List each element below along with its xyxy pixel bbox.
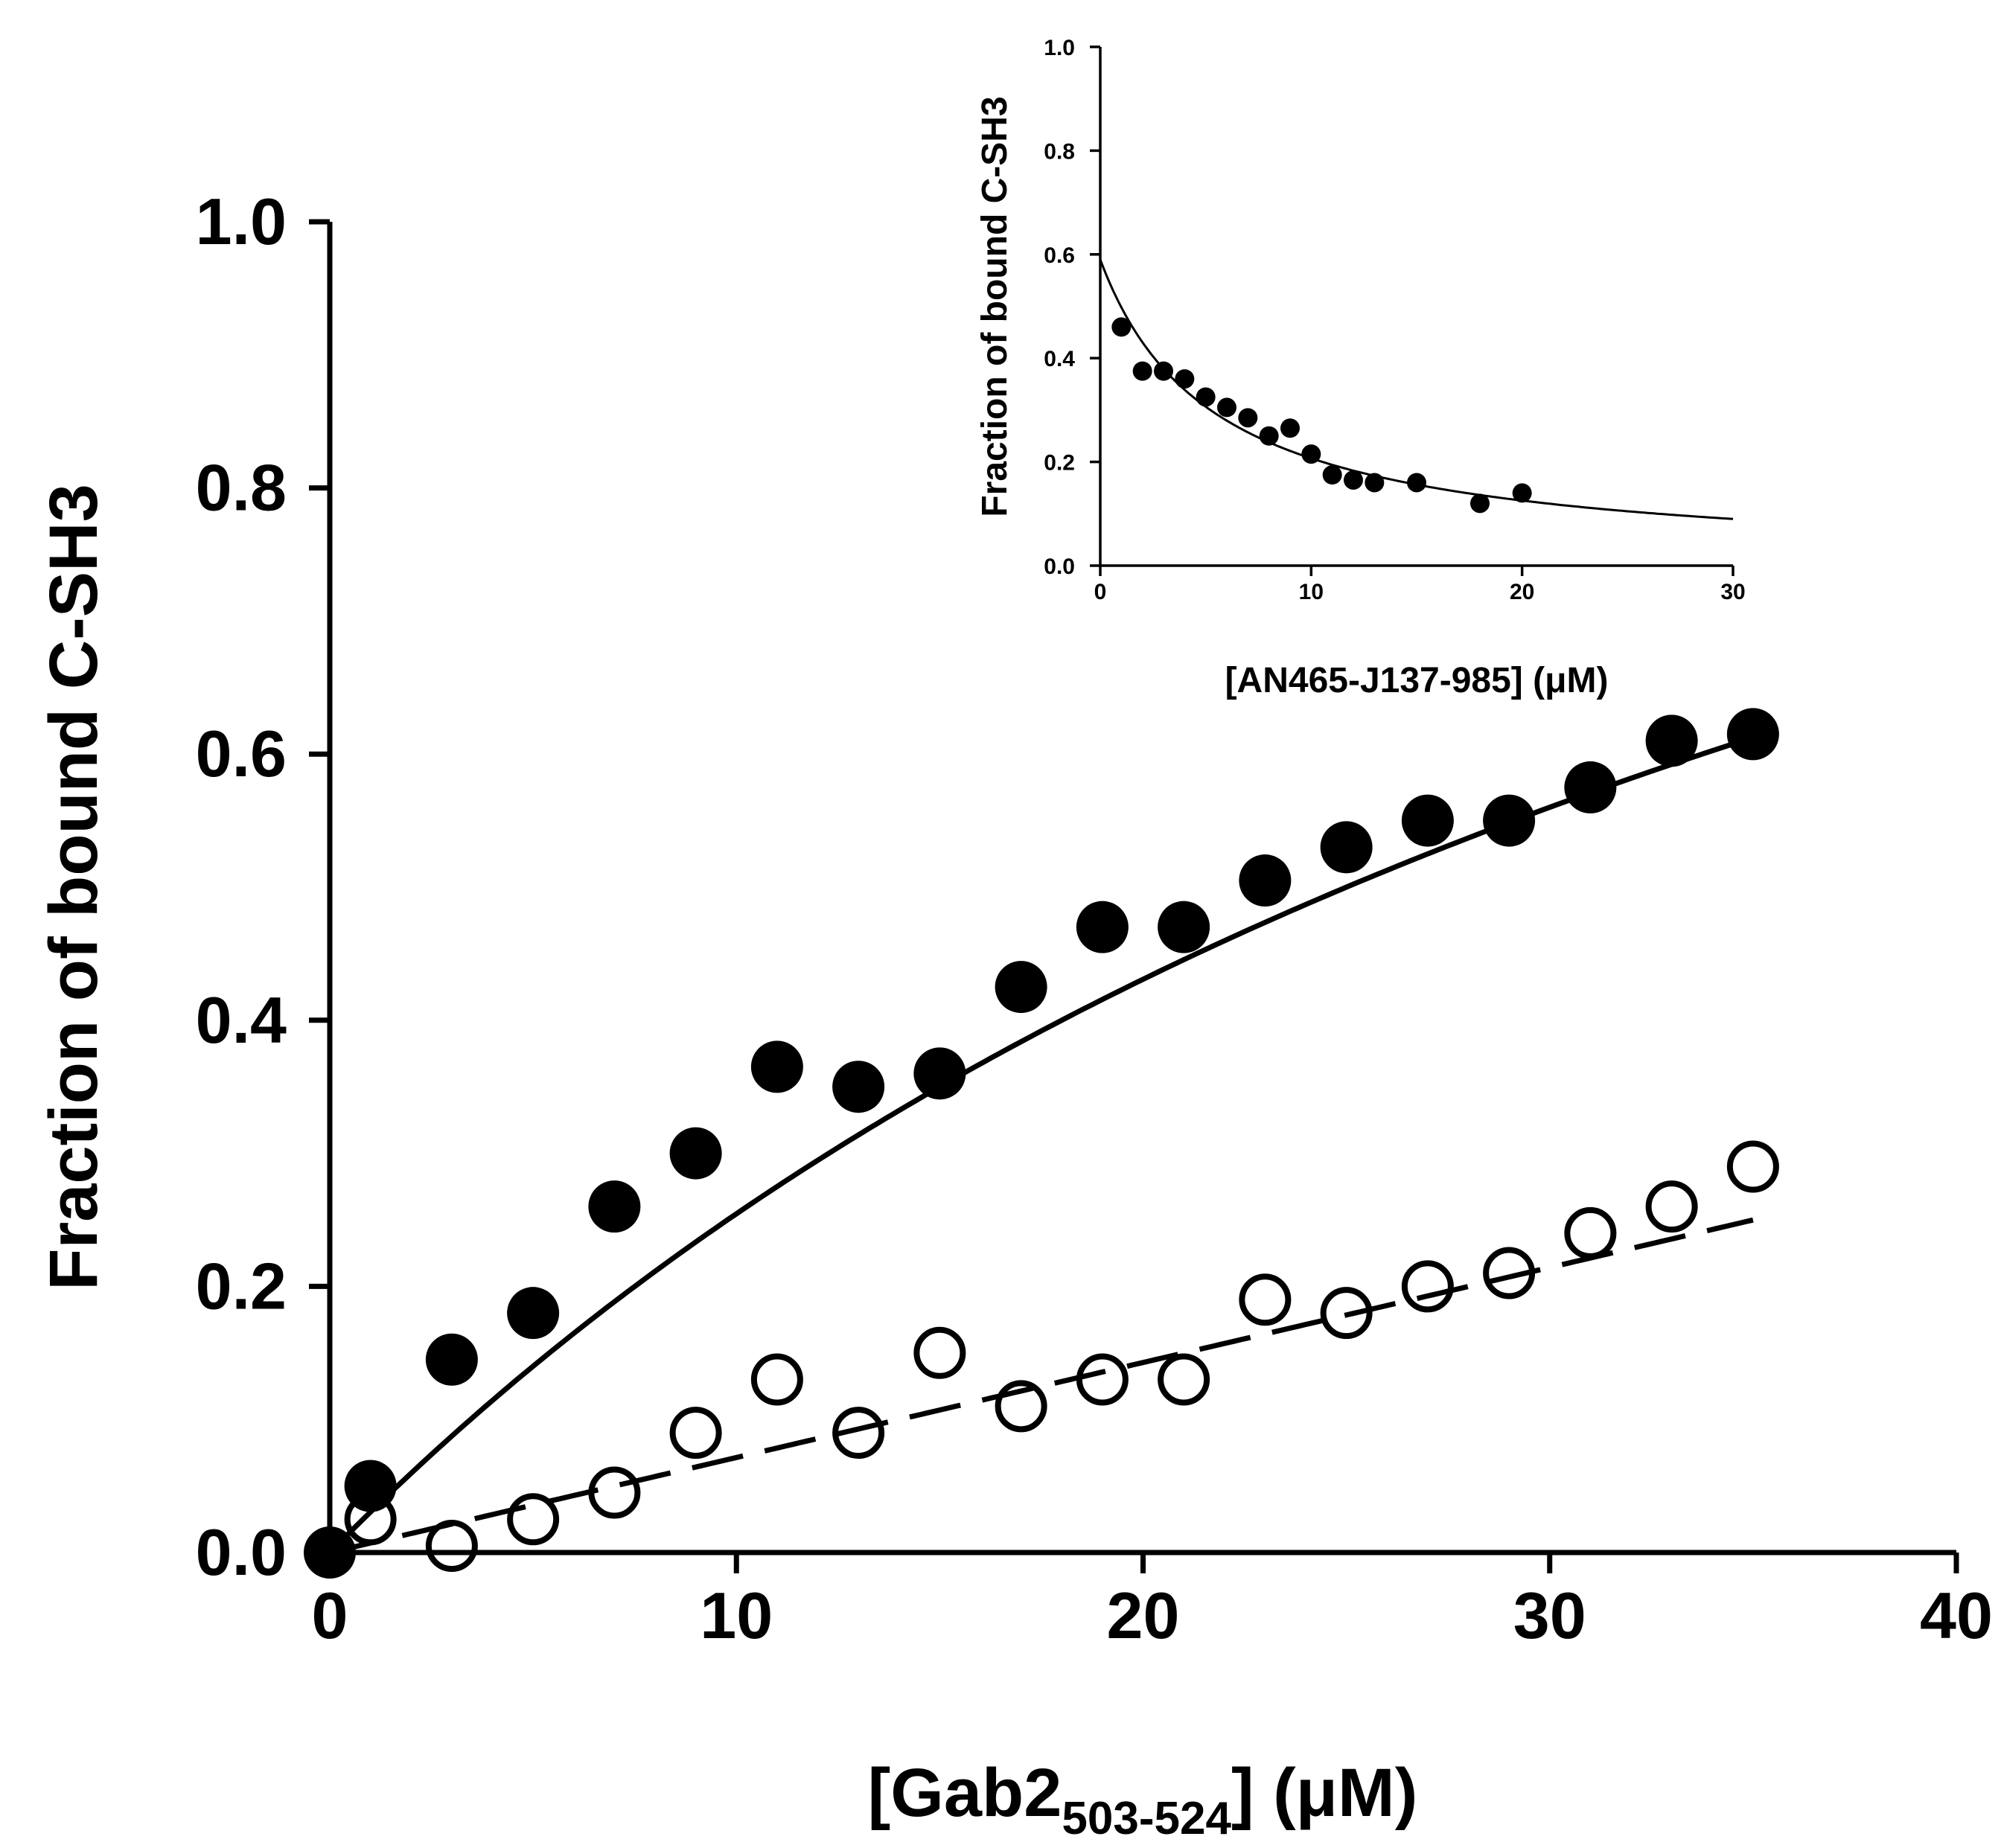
main-point-open xyxy=(1564,1206,1617,1259)
main-point-open xyxy=(1483,1247,1536,1299)
main-x-axis-label: [Gab2503-524] (μM) xyxy=(868,1755,1418,1844)
main-y-tick-label: 0.6 xyxy=(196,717,287,790)
main-point-open xyxy=(995,1380,1047,1433)
main-x-tick-label: 30 xyxy=(1513,1579,1586,1652)
main-x-tick-label: 20 xyxy=(1107,1579,1180,1652)
main-y-axis-label: Fraction of bound C-SH3 xyxy=(36,484,112,1290)
inset-point-filled xyxy=(1196,387,1216,407)
main-point-open xyxy=(425,1520,478,1573)
main-point-open xyxy=(750,1353,803,1406)
inset-x-tick-label: 10 xyxy=(1299,580,1324,604)
main-point-filled xyxy=(1239,854,1292,907)
main-y-tick-label: 0.4 xyxy=(196,983,287,1057)
inset-y-tick-label: 0.4 xyxy=(1044,347,1075,371)
main-point-open xyxy=(1158,1353,1210,1406)
main-y-tick-label: 0.0 xyxy=(196,1515,287,1589)
inset-point-filled xyxy=(1175,369,1195,389)
main-point-filled xyxy=(507,1287,560,1340)
main-point-filled xyxy=(1401,794,1454,847)
inset-x-tick-label: 20 xyxy=(1510,580,1534,604)
inset-point-filled xyxy=(1111,317,1132,337)
inset-x-tick-label: 0 xyxy=(1094,580,1107,604)
main-point-open xyxy=(1076,1353,1129,1406)
main-point-open xyxy=(669,1407,722,1459)
main-point-filled xyxy=(995,961,1047,1014)
main-point-filled xyxy=(913,1047,966,1100)
main-chart: 0 10 20 30 40 0.0 0.2 0.4 0.6 0.8 1.0 [Gab2503-524… xyxy=(36,185,1993,1844)
main-point-open xyxy=(832,1407,885,1459)
inset-point-filled xyxy=(1217,397,1236,418)
main-point-filled xyxy=(1564,761,1617,813)
main-point-filled xyxy=(669,1127,722,1180)
main-point-open xyxy=(588,1466,641,1519)
inset-point-filled xyxy=(1512,483,1532,503)
main-point-filled xyxy=(304,1526,356,1579)
inset-point-filled xyxy=(1301,444,1321,464)
inset-y-tick-label: 0.2 xyxy=(1044,451,1075,476)
main-y-tick-label: 0.8 xyxy=(196,451,287,525)
main-point-open xyxy=(507,1493,560,1546)
inset-y-tick-label: 0.6 xyxy=(1044,243,1075,268)
main-point-open xyxy=(344,1493,397,1546)
main-point-open xyxy=(1401,1260,1454,1313)
inset-point-filled xyxy=(1280,418,1300,438)
inset-point-filled xyxy=(1322,465,1342,485)
main-point-open xyxy=(1645,1180,1698,1233)
inset-chart: 0 10 20 30 0.0 0.2 0.4 0.6 0.8 1.0 [AN465-J137-98… xyxy=(975,36,1746,700)
inset-data-points xyxy=(1111,317,1532,514)
inset-x-axis-label: [AN465-J137-985] (μM) xyxy=(1225,661,1609,700)
inset-point-filled xyxy=(1407,473,1426,493)
main-x-tick-label: 0 xyxy=(312,1579,348,1652)
inset-point-filled xyxy=(1259,426,1279,446)
main-point-filled xyxy=(1320,821,1373,874)
main-x-tick-label: 10 xyxy=(700,1579,773,1652)
main-y-tick-label: 0.2 xyxy=(196,1249,287,1323)
inset-point-filled xyxy=(1344,470,1363,490)
inset-y-axis-label: Fraction of bound C-SH3 xyxy=(975,96,1015,517)
main-point-filled xyxy=(1645,714,1698,767)
main-point-filled xyxy=(1483,794,1536,847)
inset-x-tick-label: 30 xyxy=(1720,580,1745,604)
inset-point-filled xyxy=(1154,361,1173,381)
inset-y-tick-label: 1.0 xyxy=(1044,36,1075,60)
main-x-axis-label-suffix: ] (μM) xyxy=(1231,1755,1417,1831)
main-y-tick-label: 1.0 xyxy=(196,185,287,258)
main-fit-open xyxy=(329,1217,1754,1556)
main-x-axis-label-subscript: 503-524 xyxy=(1062,1793,1231,1844)
inset-point-filled xyxy=(1470,493,1490,514)
inset-y-tick-label: 0.0 xyxy=(1044,554,1075,579)
main-point-filled xyxy=(1158,901,1210,953)
main-point-filled xyxy=(832,1061,885,1113)
main-ticks: 0 10 20 30 40 0.0 0.2 0.4 0.6 0.8 1.0 xyxy=(196,185,1993,1652)
inset-point-filled xyxy=(1132,361,1152,381)
main-x-tick-label: 40 xyxy=(1920,1579,1993,1652)
inset-point-filled xyxy=(1238,408,1258,428)
main-point-filled xyxy=(425,1333,478,1386)
inset-y-tick-label: 0.8 xyxy=(1044,139,1075,164)
inset-point-filled xyxy=(1365,473,1385,493)
main-point-open xyxy=(1239,1273,1292,1326)
main-point-filled xyxy=(588,1180,641,1233)
main-x-axis-label-prefix: [Gab2 xyxy=(868,1755,1062,1831)
main-point-open xyxy=(1726,1140,1779,1193)
main-point-open xyxy=(1320,1287,1373,1340)
main-point-open xyxy=(913,1326,966,1379)
main-point-filled xyxy=(1726,708,1779,761)
main-data-points xyxy=(304,708,1779,1579)
inset-ticks: 0 10 20 30 0.0 0.2 0.4 0.6 0.8 1.0 xyxy=(1044,36,1745,604)
main-point-filled xyxy=(1076,901,1129,953)
main-point-filled xyxy=(750,1040,803,1093)
